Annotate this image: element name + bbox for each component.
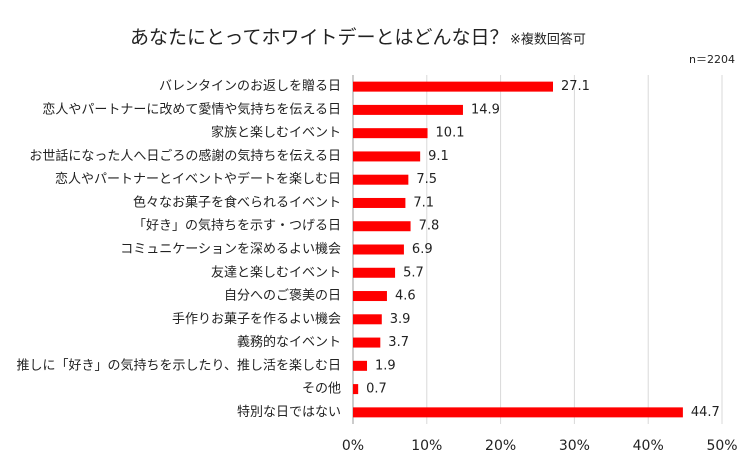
y-tick-label: コミュニケーションを深めるよい機会 xyxy=(120,242,341,257)
value-label: 0.7 xyxy=(366,382,387,397)
value-label: 9.1 xyxy=(428,149,449,164)
y-tick-label: 特別な日ではない xyxy=(237,405,341,420)
bar xyxy=(353,407,683,418)
y-tick-label: 友達と楽しむイベント xyxy=(211,264,341,280)
x-tick-label: 20% xyxy=(485,438,516,454)
bar xyxy=(353,384,359,395)
bar xyxy=(353,174,409,185)
chart-subtitle: ※複数回答可 xyxy=(510,32,586,48)
y-tick-label: 恋人やパートナーに改めて愛情や気持ちを伝える日 xyxy=(42,101,341,117)
y-tick-label: 「好き」の気持ちを示す・つげる日 xyxy=(133,218,341,234)
value-label: 7.5 xyxy=(416,172,437,187)
bar xyxy=(353,221,411,232)
y-tick-label: 推しに「好き」の気持ちを示したり、推し活を楽しむ日 xyxy=(17,357,341,373)
x-tick-label: 40% xyxy=(633,438,664,454)
y-tick-label: その他 xyxy=(302,382,341,397)
bar xyxy=(353,81,553,92)
x-tick-label: 0% xyxy=(342,438,364,454)
bar xyxy=(353,291,387,302)
value-label: 7.8 xyxy=(419,219,440,234)
y-tick-label: 恋人やパートナーとイベントやデートを楽しむ日 xyxy=(55,171,341,187)
chart-title: あなたにとってホワイトデーとはどんな日？ xyxy=(130,27,508,49)
bar xyxy=(353,267,396,278)
value-label: 27.1 xyxy=(561,79,590,94)
y-tick-label: 家族と楽しむイベント xyxy=(211,125,341,141)
y-tick-label: バレンタインのお返しを贈る日 xyxy=(159,78,341,94)
y-tick-label: 手作りお菓子を作るよい機会 xyxy=(172,312,341,327)
bar xyxy=(353,104,463,115)
x-tick-label: 10% xyxy=(411,438,442,454)
y-tick-label: 自分へのご褒美の日 xyxy=(224,288,341,304)
value-label: 10.1 xyxy=(436,126,465,141)
bar xyxy=(353,128,428,139)
bar xyxy=(353,337,381,348)
value-label: 14.9 xyxy=(471,102,500,117)
value-label: 6.9 xyxy=(412,242,433,257)
bar xyxy=(353,197,406,208)
value-label: 44.7 xyxy=(691,405,720,420)
value-label: 3.7 xyxy=(388,335,409,350)
y-tick-label: お世話になった人へ日ごろの感謝の気持ちを伝える日 xyxy=(29,148,341,164)
value-label: 7.1 xyxy=(413,195,434,210)
x-tick-label: 50% xyxy=(706,438,737,454)
bar xyxy=(353,360,368,371)
bar xyxy=(353,314,382,325)
value-label: 4.6 xyxy=(395,289,416,304)
y-tick-label: 色々なお菓子を食べられるイベント xyxy=(133,194,341,210)
value-label: 3.9 xyxy=(390,312,411,327)
y-tick-label: 義務的なイベント xyxy=(237,334,341,350)
bar xyxy=(353,151,421,162)
value-label: 5.7 xyxy=(403,265,424,280)
bar xyxy=(353,244,404,255)
value-label: 1.9 xyxy=(375,358,396,373)
x-tick-label: 30% xyxy=(559,438,590,454)
annotation: n＝2204 xyxy=(689,53,735,66)
